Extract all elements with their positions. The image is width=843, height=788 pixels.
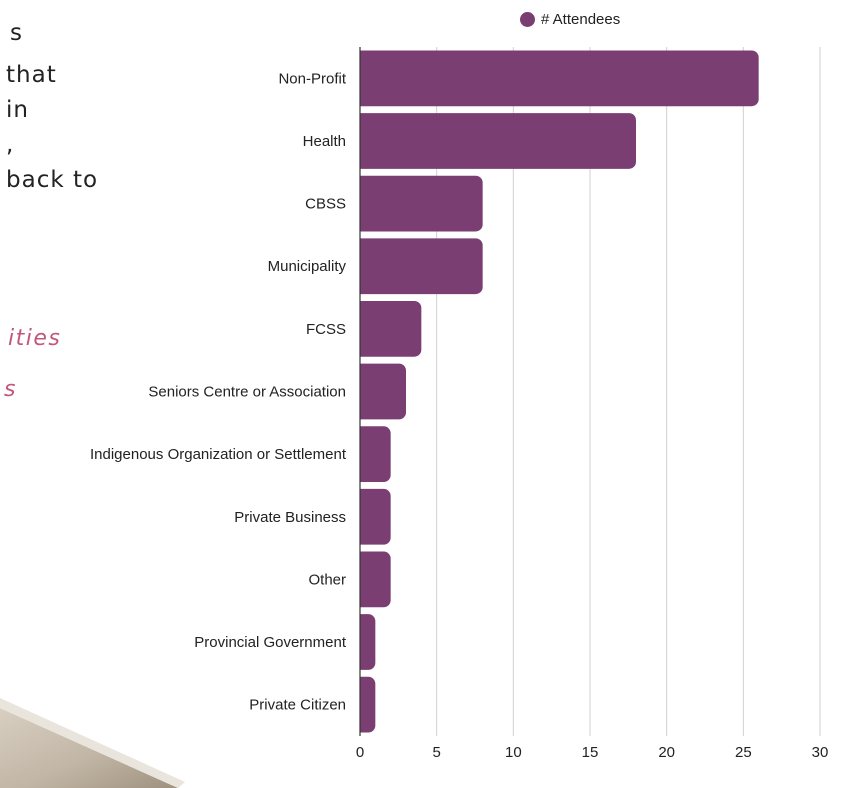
paper-decoration xyxy=(0,698,185,788)
background-text-line: , xyxy=(6,132,15,158)
category-label: Provincial Government xyxy=(194,634,347,651)
x-tick-label: 30 xyxy=(812,744,829,761)
bar xyxy=(360,238,483,295)
bar xyxy=(360,50,759,107)
bar xyxy=(360,113,636,169)
category-label: Other xyxy=(308,571,346,588)
category-label: Private Citizen xyxy=(249,697,346,714)
x-tick-label: 10 xyxy=(505,744,522,761)
x-tick-label: 20 xyxy=(658,744,675,761)
background-text-line: s xyxy=(10,20,23,46)
category-label: Seniors Centre or Association xyxy=(148,384,346,401)
bar xyxy=(360,551,391,608)
background-text-line: in xyxy=(6,97,29,123)
category-label: Non-Profit xyxy=(278,70,346,87)
background-text-line: that xyxy=(6,62,57,88)
chart-legend: # Attendees xyxy=(520,8,620,30)
x-tick-label: 15 xyxy=(582,744,599,761)
category-label: Private Business xyxy=(234,509,346,526)
legend-swatch xyxy=(520,11,535,27)
x-tick-label: 25 xyxy=(735,744,752,761)
category-label: CBSS xyxy=(305,196,346,213)
bar xyxy=(360,676,376,733)
bar xyxy=(360,488,391,545)
background-accent-text: s xyxy=(4,377,17,402)
bar xyxy=(360,363,406,420)
bar xyxy=(360,614,376,670)
category-label: Health xyxy=(303,133,346,150)
category-label: Municipality xyxy=(268,258,347,275)
legend-label: # Attendees xyxy=(541,10,621,28)
x-tick-label: 5 xyxy=(432,744,440,761)
category-label: FCSS xyxy=(306,321,346,338)
background-text-line: back to xyxy=(6,167,99,193)
bar xyxy=(360,426,391,483)
category-label: Indigenous Organization or Settlement xyxy=(90,446,347,463)
x-tick-label: 0 xyxy=(356,744,364,761)
background-accent-text: ities xyxy=(8,326,62,351)
paper-edge xyxy=(0,698,185,788)
bar xyxy=(360,175,483,232)
bar xyxy=(360,300,422,357)
